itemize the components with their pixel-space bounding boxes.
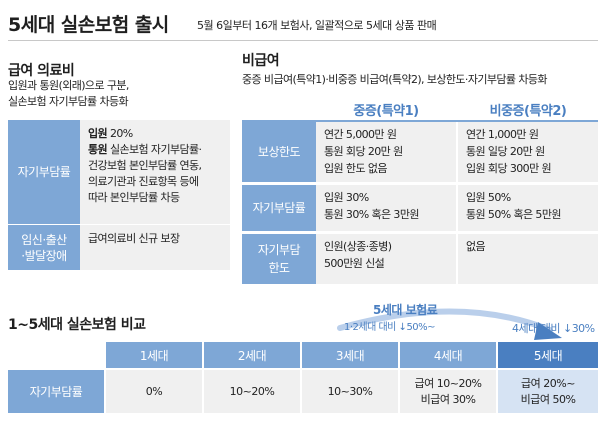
- nonbenefit-cell-copay-severe: 입원 30% 통원 30% 혹은 3만원: [316, 185, 456, 231]
- benefit-row-cell-pregnancy: 급여의료비 신규 보장: [80, 225, 230, 270]
- row-divider: [8, 224, 230, 225]
- page-subtitle: 5월 6일부터 16개 보험사, 일괄적으로 5세대 상품 판매: [197, 19, 437, 32]
- nonbenefit-heading: 비급여: [242, 53, 280, 69]
- nonbenefit-cell-cap-severe: 인원(상종·종병) 500만원 신설: [316, 234, 456, 284]
- comparison-col-gen4: 4세대: [400, 342, 496, 368]
- header-divider: [8, 40, 598, 41]
- nonbenefit-row-label-copay: 자기부담률: [242, 185, 316, 231]
- page-title: 5세대 실손보험 출시: [8, 14, 169, 36]
- nonbenefit-col-nonsevere: 비중증(특약2): [489, 103, 567, 119]
- nonbenefit-row-label-cap: 자기부담 한도: [242, 234, 316, 284]
- premium-note-gen4: 4세대 대비 ↓30%: [512, 322, 595, 335]
- nonbenefit-cell-limit-nonsevere: 연간 1,000만 원 통원 일당 20만 원 입원 회당 300만 원: [458, 122, 598, 182]
- title-bar: 5세대 실손보험 출시 5월 6일부터 16개 보험사, 일괄적으로 5세대 상…: [8, 8, 598, 38]
- benefit-heading: 급여 의료비: [8, 63, 75, 79]
- benefit-row-label-copay: 자기부담률: [8, 120, 80, 224]
- nonbenefit-col-severe: 중증(특약1): [353, 103, 419, 119]
- comparison-row-label: 자기부담률: [8, 370, 104, 413]
- benefit-line: 건강보험 본인부담률 연동,: [88, 159, 202, 172]
- benefit-description: 입원과 통원(외래)으로 구분, 실손보험 자기부담률 차등화: [8, 79, 129, 108]
- nonbenefit-description: 중증 비급여(특약1)·비중증 비급여(특약2), 보상한도·자기부담률 차등화: [242, 73, 547, 86]
- nonbenefit-cell-cap-nonsevere: 없음: [458, 234, 598, 284]
- nonbenefit-header-line: [242, 120, 598, 122]
- comparison-cell-gen5: 급여 20%~ 비급여 50%: [498, 370, 598, 413]
- benefit-line: 의료기관과 진료항목 등에: [88, 175, 199, 188]
- comparison-col-gen5: 5세대: [498, 342, 598, 368]
- benefit-row-label-pregnancy: 임신·출산 ·발달장애: [8, 225, 80, 270]
- premium-arrow-icon: [337, 308, 562, 340]
- benefit-line: 입원 20%: [88, 127, 133, 140]
- nonbenefit-cell-limit-severe: 연간 5,000만 원 통원 회당 20만 원 입원 한도 없음: [316, 122, 456, 182]
- nonbenefit-cell-copay-nonsevere: 입원 50% 통원 50% 혹은 5만원: [458, 185, 598, 231]
- comparison-heading: 1~5세대 실손보험 비교: [8, 317, 146, 333]
- nonbenefit-row-label-limit: 보상한도: [242, 122, 316, 182]
- premium-note-gen12: 1·2세대 대비 ↓50%~: [344, 322, 436, 333]
- comparison-col-gen1: 1세대: [106, 342, 202, 368]
- comparison-cell-gen2: 10~20%: [204, 370, 300, 413]
- comparison-cell-gen4: 급여 10~20% 비급여 30%: [400, 370, 496, 413]
- premium-title: 5세대 보험료: [373, 303, 438, 317]
- comparison-cell-gen3: 10~30%: [302, 370, 398, 413]
- benefit-row-cell-copay: 입원 20% 통원 실손보험 자기부담률· 건강보험 본인부담률 연동, 의료기…: [80, 120, 230, 224]
- comparison-cell-gen1: 0%: [106, 370, 202, 413]
- comparison-col-gen3: 3세대: [302, 342, 398, 368]
- comparison-col-gen2: 2세대: [204, 342, 300, 368]
- benefit-line: 통원 실손보험 자기부담률·: [88, 143, 202, 156]
- benefit-line: 따라 본인부담률 차등: [88, 191, 180, 204]
